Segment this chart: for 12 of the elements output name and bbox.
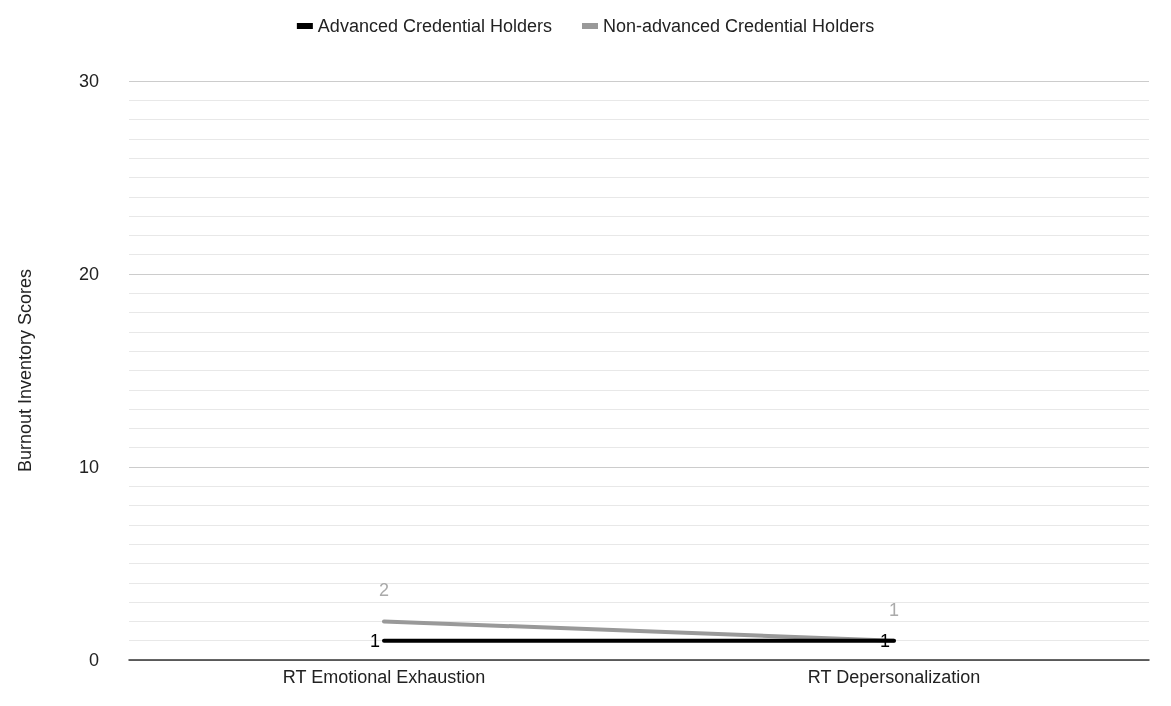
data-label: 1 <box>888 599 900 620</box>
y-tick-label: 20 <box>78 264 99 284</box>
x-tick-label: RT Depersonalization <box>807 667 981 687</box>
legend-label: Non-advanced Credential Holders <box>602 16 875 36</box>
y-axis-title: Burnout Inventory Scores <box>15 268 35 473</box>
data-label: 2 <box>378 580 390 601</box>
legend-label: Advanced Credential Holders <box>317 16 552 36</box>
data-label: 1 <box>369 630 380 651</box>
y-tick-label: 10 <box>78 457 99 477</box>
y-tick-label: 0 <box>88 650 99 670</box>
y-tick-label: 30 <box>78 71 99 91</box>
x-tick-label: RT Emotional Exhaustion <box>282 667 486 687</box>
